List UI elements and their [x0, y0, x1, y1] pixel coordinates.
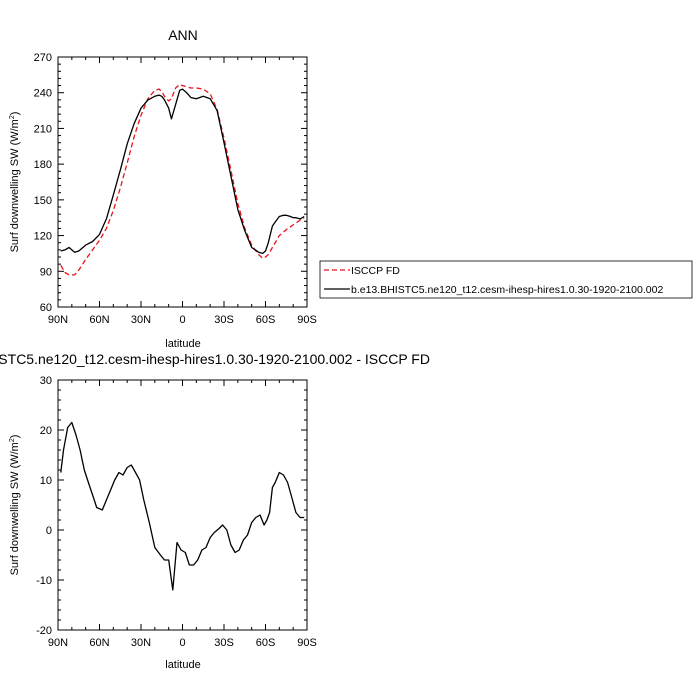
- top-x-tick-label: 60N: [89, 314, 109, 326]
- bottom-y-tick-label: 30: [40, 375, 52, 387]
- top-y-tick-label: 150: [34, 195, 52, 207]
- top-y-axis-label-main: Surf downwelling SW (W/m: [9, 119, 21, 252]
- bottom-y-tick-label: 10: [40, 475, 52, 487]
- top-y-tick-label: 180: [34, 159, 52, 171]
- legend-label-isccp: ISCCP FD: [351, 265, 400, 277]
- bottom-x-tick-label: 30S: [214, 637, 234, 649]
- bottom-x-tick-label: 30N: [131, 637, 151, 649]
- top-x-tick-label: 30N: [131, 314, 151, 326]
- top-y-tick-label: 90: [40, 266, 52, 278]
- bottom-y-axis-label: Surf downwelling SW (W/m2): [9, 435, 21, 576]
- top-y-tick-label: 120: [34, 231, 52, 243]
- legend-label-model: b.e13.BHISTC5.ne120_t12.cesm-ihesp-hires…: [351, 284, 663, 296]
- legend: ISCCP FD b.e13.BHISTC5.ne120_t12.cesm-ih…: [319, 260, 693, 299]
- bottom-panel: b.e13.BHISTC5.ne120_t12.cesm-ihesp-hires…: [0, 351, 430, 671]
- bottom-x-tick-label: 90N: [48, 637, 68, 649]
- bottom-y-axis-label-main: Surf downwelling SW (W/m: [9, 442, 21, 575]
- bottom-plot-area: 90N 60N 30N 0 30S 60S 90S -20 -10 0 10 20 30: [36, 375, 317, 649]
- bottom-y-tick-label: 20: [40, 425, 52, 437]
- bottom-y-axis-label-close: ): [9, 435, 21, 439]
- bottom-x-tick-label: 0: [179, 637, 185, 649]
- top-y-tick-label: 240: [34, 88, 52, 100]
- bottom-y-tick-label: -20: [36, 625, 52, 637]
- bottom-chart-title: b.e13.BHISTC5.ne120_t12.cesm-ihesp-hires…: [0, 351, 430, 367]
- top-x-axis-label: latitude: [165, 338, 200, 350]
- bottom-x-tick-label: 60N: [89, 637, 109, 649]
- top-x-tick-label: 60S: [256, 314, 276, 326]
- bottom-series-line-0: [60, 421, 305, 591]
- bottom-plot-frame: [57, 379, 308, 631]
- top-y-axis-label-close: ): [9, 112, 21, 116]
- top-series-line-1: [60, 88, 305, 255]
- bottom-x-tick-label: 60S: [256, 637, 276, 649]
- top-series-line-0: [60, 83, 305, 276]
- top-y-tick-label: 270: [34, 52, 52, 64]
- top-panel: ANN 90N 60N 30N 0 30S 60S 90S 60 90 120 150 180 210 2…: [9, 27, 317, 350]
- bottom-y-tick-label: 0: [46, 525, 52, 537]
- top-x-tick-label: 90N: [48, 314, 68, 326]
- top-y-axis-label: Surf downwelling SW (W/m2): [9, 112, 21, 253]
- bottom-y-axis-label-sup: 2: [9, 438, 16, 442]
- legend-box: [319, 260, 693, 299]
- top-y-tick-label: 60: [40, 302, 52, 314]
- bottom-y-tick-label: -10: [36, 575, 52, 587]
- top-x-tick-label: 0: [179, 314, 185, 326]
- bottom-x-axis-label: latitude: [165, 659, 200, 671]
- top-chart-title: ANN: [168, 27, 198, 43]
- top-x-tick-label: 90S: [297, 314, 317, 326]
- top-x-tick-label: 30S: [214, 314, 234, 326]
- top-y-axis-label-sup: 2: [9, 115, 16, 119]
- top-plot-area: 90N 60N 30N 0 30S 60S 90S 60 90 120 150 180 210 240 27…: [34, 52, 317, 326]
- bottom-x-tick-label: 90S: [297, 637, 317, 649]
- top-plot-frame: [57, 56, 308, 308]
- top-y-tick-label: 210: [34, 123, 52, 135]
